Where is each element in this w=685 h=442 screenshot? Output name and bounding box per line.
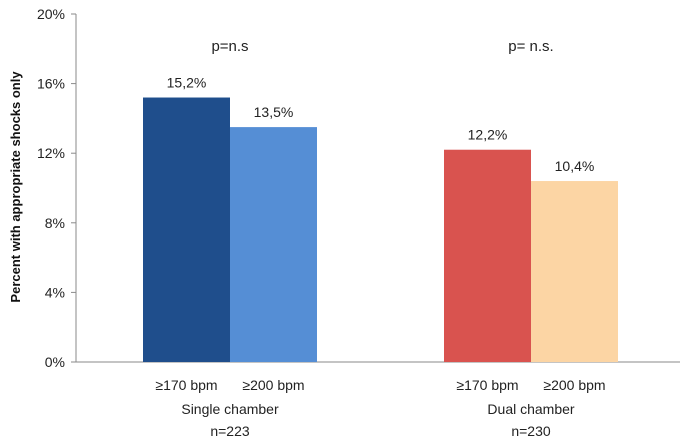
bar bbox=[143, 97, 230, 363]
group-label: Single chamber bbox=[181, 401, 279, 417]
p-value-annotation: p=n.s bbox=[211, 38, 248, 55]
data-label: 12,2% bbox=[468, 127, 508, 143]
y-tick-label: 8% bbox=[45, 215, 65, 231]
data-label: 15,2% bbox=[167, 75, 207, 91]
y-tick-label: 0% bbox=[45, 354, 65, 370]
y-tick-label: 4% bbox=[45, 284, 65, 300]
group-n-label: n=223 bbox=[210, 423, 250, 439]
data-label: 10,4% bbox=[555, 158, 595, 174]
y-axis-label: Percent with appropriate shocks only bbox=[8, 71, 23, 303]
labels: 15,2% ≥170 bpm 13,5% ≥200 bpm p=n.s Single ch… bbox=[155, 38, 605, 439]
category-label: ≥200 bpm bbox=[543, 377, 605, 393]
bar bbox=[531, 181, 618, 362]
category-label: ≥170 bpm bbox=[155, 377, 217, 393]
p-value-annotation: p= n.s. bbox=[508, 38, 553, 55]
data-label: 13,5% bbox=[254, 104, 294, 120]
bar bbox=[230, 127, 317, 362]
y-tick-label: 12% bbox=[37, 145, 65, 161]
bar bbox=[444, 149, 531, 362]
group-n-label: n=230 bbox=[511, 423, 551, 439]
category-label: ≥200 bpm bbox=[242, 377, 304, 393]
category-label: ≥170 bpm bbox=[456, 377, 518, 393]
group-label: Dual chamber bbox=[487, 401, 574, 417]
y-tick-label: 16% bbox=[37, 76, 65, 92]
bars bbox=[143, 97, 618, 363]
y-tick-label: 20% bbox=[37, 6, 65, 22]
